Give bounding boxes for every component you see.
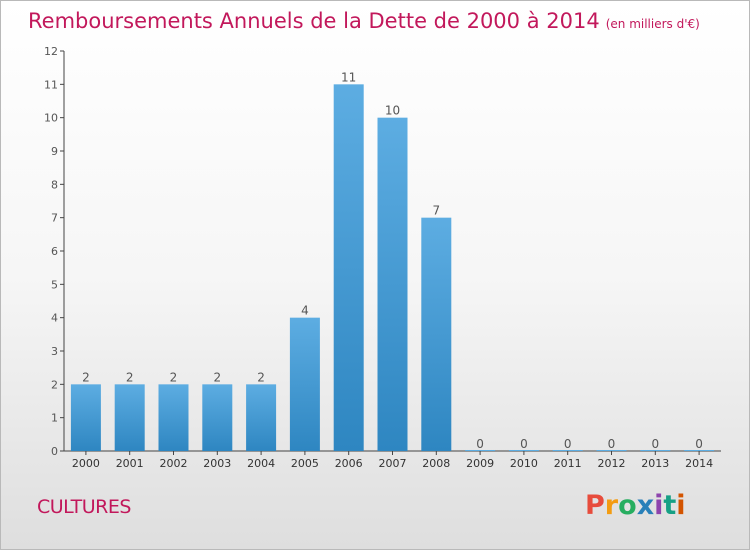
bar xyxy=(202,384,233,451)
y-tick-label: 2 xyxy=(51,378,58,391)
logo-letter: o xyxy=(618,490,637,521)
y-tick-label: 12 xyxy=(44,45,58,58)
x-tick-label: 2009 xyxy=(466,457,494,470)
logo-letter: x xyxy=(636,490,655,521)
logo-letter: t xyxy=(663,490,677,521)
proxiti-logo: Proxiti xyxy=(585,490,686,521)
data-label: 0 xyxy=(608,437,616,451)
data-label: 0 xyxy=(564,437,572,451)
bar xyxy=(158,384,189,451)
x-tick-label: 2001 xyxy=(116,457,144,470)
x-tick-label: 2008 xyxy=(422,457,450,470)
data-label: 10 xyxy=(385,104,400,118)
logo-letter: i xyxy=(654,490,664,521)
data-label: 2 xyxy=(126,370,134,384)
data-label: 4 xyxy=(301,304,309,318)
x-tick-label: 2000 xyxy=(72,457,100,470)
x-tick-label: 2013 xyxy=(641,457,669,470)
y-tick-label: 10 xyxy=(44,112,58,125)
data-label: 0 xyxy=(695,437,703,451)
data-label: 0 xyxy=(476,437,484,451)
y-tick-label: 9 xyxy=(51,145,58,158)
bar xyxy=(70,384,101,451)
logo-letter: i xyxy=(676,490,686,521)
x-tick-label: 2014 xyxy=(685,457,713,470)
bar xyxy=(289,317,320,451)
x-tick-label: 2007 xyxy=(379,457,407,470)
x-tick-label: 2011 xyxy=(554,457,582,470)
y-tick-label: 1 xyxy=(51,412,58,425)
bar xyxy=(246,384,277,451)
data-label: 7 xyxy=(432,204,440,218)
data-label: 0 xyxy=(520,437,528,451)
data-label: 11 xyxy=(341,70,356,84)
bar xyxy=(333,84,364,451)
y-tick-label: 0 xyxy=(51,445,58,458)
data-label: 0 xyxy=(651,437,659,451)
x-tick-label: 2012 xyxy=(598,457,626,470)
y-tick-label: 11 xyxy=(44,78,58,91)
x-tick-label: 2004 xyxy=(247,457,275,470)
logo-letter: P xyxy=(585,490,605,521)
bar xyxy=(377,117,408,452)
x-tick-label: 2003 xyxy=(203,457,231,470)
logo-letter: r xyxy=(604,490,619,521)
y-tick-label: 8 xyxy=(51,178,58,191)
y-tick-label: 5 xyxy=(51,278,58,291)
y-tick-label: 6 xyxy=(51,245,58,258)
bar xyxy=(114,384,145,451)
x-tick-label: 2002 xyxy=(160,457,188,470)
bar xyxy=(421,217,452,451)
y-tick-label: 3 xyxy=(51,345,58,358)
data-label: 2 xyxy=(82,370,90,384)
data-label: 2 xyxy=(213,370,221,384)
data-label: 2 xyxy=(170,370,178,384)
chart-title: Remboursements Annuels de la Dette de 20… xyxy=(28,9,700,33)
chart-unit: (en milliers d'€) xyxy=(605,17,700,31)
y-tick-label: 4 xyxy=(51,312,58,325)
x-tick-label: 2006 xyxy=(335,457,363,470)
data-label: 2 xyxy=(257,370,265,384)
commune-name: CULTURES xyxy=(37,496,131,518)
x-tick-label: 2005 xyxy=(291,457,319,470)
x-tick-label: 2010 xyxy=(510,457,538,470)
chart-title-text: Remboursements Annuels de la Dette de 20… xyxy=(28,9,600,33)
y-tick-label: 7 xyxy=(51,212,58,225)
